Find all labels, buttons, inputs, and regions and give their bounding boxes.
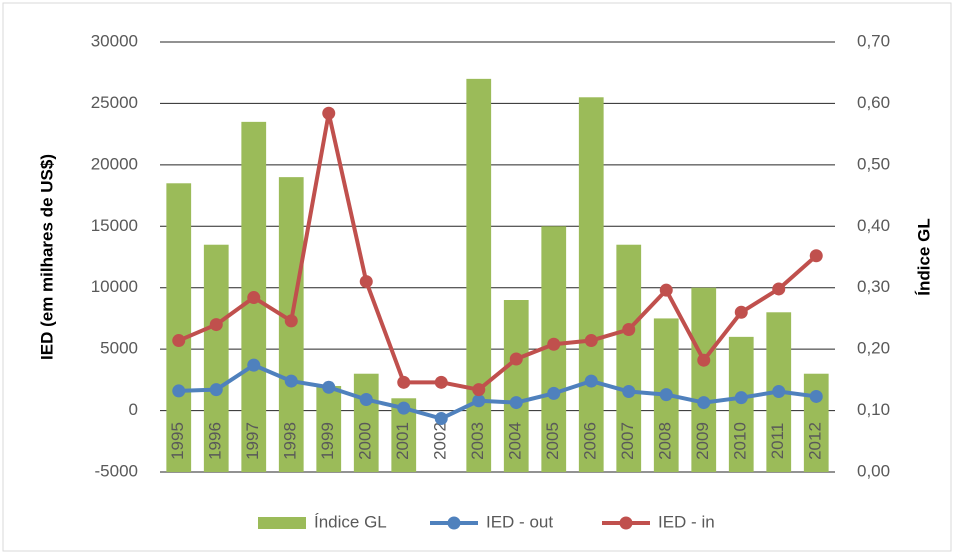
y2-tick-label: 0,30 xyxy=(857,277,890,296)
y2-tick-label: 0,40 xyxy=(857,216,890,235)
point xyxy=(697,353,711,367)
point xyxy=(584,334,598,348)
bar xyxy=(203,244,229,472)
x-tick-label: 2003 xyxy=(468,422,487,460)
point xyxy=(397,401,411,415)
y-tick-label: 0 xyxy=(129,400,138,419)
point xyxy=(172,334,186,348)
x-tick-label: 2004 xyxy=(506,422,525,460)
point xyxy=(622,322,636,336)
point xyxy=(472,394,486,408)
legend-swatch xyxy=(619,516,633,530)
x-tick-label: 1997 xyxy=(243,422,262,460)
point xyxy=(772,282,786,296)
x-tick-label: 1996 xyxy=(206,422,225,460)
x-tick-label: 1998 xyxy=(281,422,300,460)
legend-label: IED - in xyxy=(658,512,715,531)
x-tick-label: 1999 xyxy=(318,422,337,460)
legend-label: Índice GL xyxy=(314,512,387,531)
point xyxy=(322,380,336,394)
point xyxy=(247,291,261,305)
bar xyxy=(466,78,492,472)
x-tick-label: 2000 xyxy=(356,422,375,460)
point xyxy=(284,314,298,328)
y-tick-label: 20000 xyxy=(91,154,138,173)
x-tick-label: 2009 xyxy=(693,422,712,460)
point xyxy=(809,389,823,403)
point xyxy=(434,375,448,389)
x-tick-label: 2005 xyxy=(543,422,562,460)
point xyxy=(322,106,336,120)
bar xyxy=(691,287,717,472)
point xyxy=(209,318,223,332)
y2-tick-label: 0,50 xyxy=(857,154,890,173)
point xyxy=(397,375,411,389)
x-tick-label: 2002 xyxy=(431,422,450,460)
y2-tick-label: 0,00 xyxy=(857,461,890,480)
point xyxy=(584,374,598,388)
bar xyxy=(316,386,342,472)
point xyxy=(434,412,448,426)
point xyxy=(772,385,786,399)
x-tick-label: 2011 xyxy=(768,423,787,460)
point xyxy=(659,388,673,402)
legend-label: IED - out xyxy=(486,512,553,531)
point xyxy=(509,352,523,366)
point xyxy=(697,396,711,410)
point xyxy=(509,396,523,410)
x-tick-label: 2006 xyxy=(581,422,600,460)
y-tick-label: 25000 xyxy=(91,93,138,112)
point xyxy=(247,358,261,372)
x-tick-label: 2012 xyxy=(806,422,825,460)
y2-axis-title: Índice GL xyxy=(914,218,933,295)
y-tick-label: -5000 xyxy=(95,461,138,480)
point xyxy=(172,384,186,398)
legend-swatch xyxy=(447,516,461,530)
x-tick-label: 2010 xyxy=(731,422,750,460)
point xyxy=(547,337,561,351)
x-tick-label: 2008 xyxy=(656,422,675,460)
point xyxy=(284,374,298,388)
y-tick-label: 15000 xyxy=(91,216,138,235)
point xyxy=(547,386,561,400)
bar xyxy=(166,183,192,473)
bar xyxy=(578,97,604,473)
bar xyxy=(728,336,754,472)
y2-tick-label: 0,20 xyxy=(857,339,890,358)
x-tick-label: 2001 xyxy=(393,422,412,460)
point xyxy=(809,249,823,263)
y2-tick-label: 0,10 xyxy=(857,400,890,419)
bar xyxy=(503,300,529,472)
x-tick-label: 1995 xyxy=(168,422,187,460)
bar xyxy=(353,373,379,472)
point xyxy=(659,283,673,297)
point xyxy=(359,275,373,289)
y-tick-label: 30000 xyxy=(91,31,138,50)
y-tick-label: 5000 xyxy=(100,339,138,358)
point xyxy=(734,305,748,319)
x-tick-label: 2007 xyxy=(618,422,637,460)
legend-swatch xyxy=(258,517,306,529)
point xyxy=(472,383,486,397)
point xyxy=(734,391,748,405)
point xyxy=(209,383,223,397)
y-tick-label: 10000 xyxy=(91,277,138,296)
bar xyxy=(616,244,642,472)
line xyxy=(177,111,818,392)
point xyxy=(622,385,636,399)
y-axis-title: IED (em milhares de US$) xyxy=(37,154,56,360)
y2-tick-label: 0,70 xyxy=(857,31,890,50)
y2-tick-label: 0,60 xyxy=(857,93,890,112)
point xyxy=(359,393,373,407)
